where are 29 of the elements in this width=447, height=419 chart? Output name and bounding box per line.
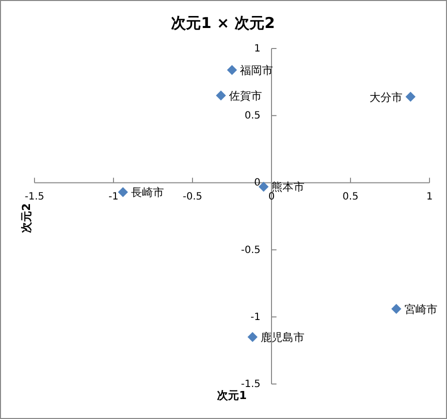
chart-title: 次元1 × 次元2 — [171, 14, 275, 32]
point — [227, 64, 237, 75]
y-tick-label: -1.5 — [240, 379, 260, 390]
x-tick-label: -0.5 — [182, 192, 202, 203]
x-tick-label: 1 — [426, 192, 433, 203]
y-tick-label: 0.5 — [244, 110, 260, 122]
annotation: 宮崎市 — [404, 302, 438, 316]
annotation: 熊本市 — [272, 180, 305, 194]
point — [216, 90, 226, 100]
y-tick-label: 0 — [254, 178, 260, 189]
point — [258, 182, 269, 192]
annotation: 大分市 — [370, 90, 403, 104]
point — [118, 187, 128, 198]
y-tick-label: 1 — [254, 44, 260, 54]
y-axis-title: 次元2 — [20, 203, 33, 233]
x-axis-title: 次元1 — [217, 389, 247, 402]
point — [248, 332, 258, 342]
y-tick-label: -1 — [250, 312, 260, 323]
annotation: 福岡市 — [240, 64, 273, 77]
x-tick-label: -1.5 — [24, 192, 44, 203]
x-tick-label: 0 — [268, 192, 275, 203]
x-tick-label: 0.5 — [342, 192, 358, 203]
point — [406, 92, 416, 102]
y-tick-label: -0.5 — [240, 244, 260, 256]
x-tick-label: -1 — [108, 192, 118, 203]
annotation: 佐賀市 — [228, 89, 262, 102]
annotation: 鹿児島市 — [260, 331, 305, 344]
annotation: 長崎市 — [130, 186, 164, 200]
point — [391, 304, 402, 314]
